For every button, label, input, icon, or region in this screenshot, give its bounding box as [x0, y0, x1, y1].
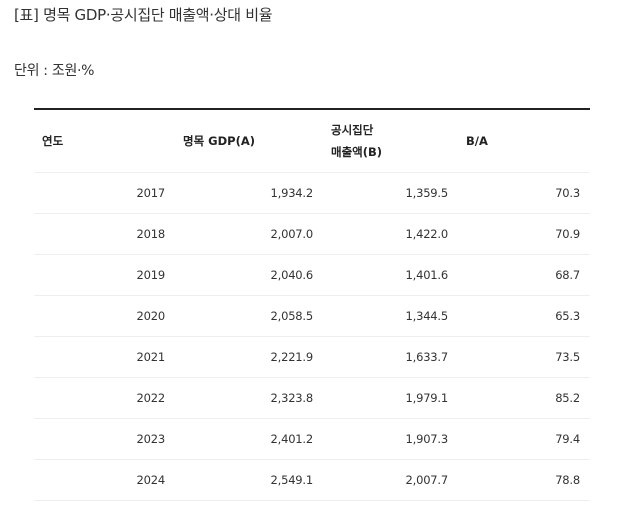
cell-sales: 1,344.5	[323, 295, 458, 337]
table-row: 2017 1,934.2 1,359.5 70.3	[34, 172, 590, 214]
header-row: 연도 명목 GDP(A) 공시집단 매출액(B) B/A	[34, 109, 590, 173]
cell-gdp: 2,040.6	[175, 254, 323, 296]
header-ratio: B/A	[458, 109, 590, 173]
header-sales-line2: 매출액(B)	[331, 145, 383, 159]
cell-ratio: 68.7	[458, 254, 590, 296]
cell-year: 2023	[34, 418, 175, 460]
cell-sales: 1,907.3	[323, 418, 458, 460]
header-gdp: 명목 GDP(A)	[175, 109, 323, 173]
table-row: 2018 2,007.0 1,422.0 70.9	[34, 213, 590, 255]
cell-ratio: 73.5	[458, 336, 590, 378]
cell-sales: 1,422.0	[323, 213, 458, 255]
cell-gdp: 2,007.0	[175, 213, 323, 255]
table-row: 2023 2,401.2 1,907.3 79.4	[34, 418, 590, 460]
cell-year: 2020	[34, 295, 175, 337]
cell-year: 2022	[34, 377, 175, 419]
unit-label: 단위 : 조원·%	[14, 63, 95, 79]
cell-year: 2019	[34, 254, 175, 296]
cell-year: 2024	[34, 459, 175, 501]
cell-sales: 1,633.7	[323, 336, 458, 378]
cell-sales: 2,007.7	[323, 459, 458, 501]
cell-year: 2018	[34, 213, 175, 255]
table-row: 2022 2,323.8 1,979.1 85.2	[34, 377, 590, 419]
cell-ratio: 78.8	[458, 459, 590, 501]
cell-year: 2017	[34, 172, 175, 214]
header-sales: 공시집단 매출액(B)	[323, 109, 458, 173]
table-header: 연도 명목 GDP(A) 공시집단 매출액(B) B/A	[34, 109, 590, 173]
cell-sales: 1,359.5	[323, 172, 458, 214]
cell-gdp: 2,549.1	[175, 459, 323, 501]
header-year: 연도	[34, 109, 175, 173]
cell-ratio: 79.4	[458, 418, 590, 460]
cell-year: 2021	[34, 336, 175, 378]
header-sales-line1: 공시집단	[331, 123, 374, 137]
cell-gdp: 2,401.2	[175, 418, 323, 460]
cell-ratio: 70.9	[458, 213, 590, 255]
table-body: 2017 1,934.2 1,359.5 70.3 2018 2,007.0 1…	[34, 172, 590, 501]
cell-sales: 1,401.6	[323, 254, 458, 296]
data-table: 연도 명목 GDP(A) 공시집단 매출액(B) B/A 2017 1,934.…	[34, 108, 590, 501]
cell-gdp: 2,323.8	[175, 377, 323, 419]
cell-ratio: 85.2	[458, 377, 590, 419]
table-row: 2021 2,221.9 1,633.7 73.5	[34, 336, 590, 378]
table-title: [표] 명목 GDP·공시집단 매출액·상대 비율	[14, 6, 273, 24]
table-row: 2020 2,058.5 1,344.5 65.3	[34, 295, 590, 337]
cell-gdp: 2,221.9	[175, 336, 323, 378]
cell-sales: 1,979.1	[323, 377, 458, 419]
cell-gdp: 1,934.2	[175, 172, 323, 214]
table-row: 2024 2,549.1 2,007.7 78.8	[34, 459, 590, 501]
cell-ratio: 70.3	[458, 172, 590, 214]
cell-ratio: 65.3	[458, 295, 590, 337]
table-row: 2019 2,040.6 1,401.6 68.7	[34, 254, 590, 296]
cell-gdp: 2,058.5	[175, 295, 323, 337]
